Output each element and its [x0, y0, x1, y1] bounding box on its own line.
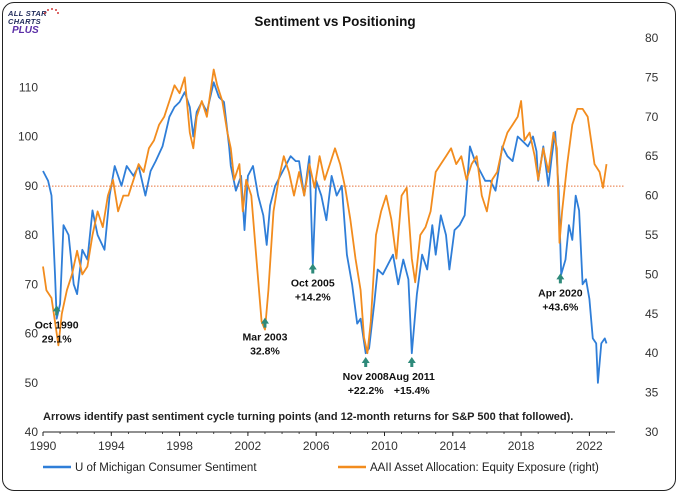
annotation-label: +15.4% [394, 385, 431, 397]
logo-dots-icon [44, 8, 59, 14]
turning-point-annotation: Nov 2008 +22.2% [343, 357, 389, 397]
y-right-tick-label: 30 [645, 425, 659, 439]
annotation-label: Apr 2020 [538, 287, 583, 299]
y-right-tick-label: 55 [645, 228, 659, 242]
x-tick-label: 1994 [98, 439, 125, 453]
x-tick-label: 1998 [166, 439, 193, 453]
annotation-label: Aug 2011 [389, 371, 435, 383]
turning-point-annotation: Apr 2020 +43.6% [538, 273, 583, 313]
annotation-label: +14.2% [295, 291, 332, 303]
x-tick-label: 2014 [439, 439, 466, 453]
y-left-tick-label: 110 [19, 80, 38, 94]
annotation-label: 32.8% [250, 346, 280, 358]
annotation-label: Oct 2005 [291, 277, 335, 289]
annotation-label: Nov 2008 [343, 371, 389, 383]
y-left-tick-label: 60 [25, 327, 39, 341]
y-right-tick-label: 40 [645, 346, 659, 360]
axes-group: 1990 1994 1998 2002 2006 2010 2014 2018 2022 40 50… [18, 31, 659, 453]
legend-label-aaii: AAII Asset Allocation: Equity Exposure (… [370, 462, 599, 474]
up-arrow-icon [407, 357, 416, 368]
turning-point-annotation: Mar 2003 32.8% [242, 317, 288, 358]
chart-frame [2, 2, 676, 491]
series-group [42, 68, 608, 384]
chart-title: Sentiment vs Positioning [254, 14, 415, 29]
y-right-tick-label: 80 [645, 31, 659, 45]
up-arrow-icon [308, 263, 317, 274]
turning-point-annotation: Oct 1990 29.1% [35, 305, 79, 345]
y-left-tick-label: 100 [18, 130, 38, 144]
brand-line-2: CHARTS [8, 17, 41, 26]
annotations-group: Oct 1990 29.1% Mar 2003 32.8% Oct 2005 +14.2%… [35, 263, 583, 397]
annotation-label: Mar 2003 [242, 332, 287, 344]
y-right-tick-label: 45 [645, 307, 659, 321]
x-tick-label: 1990 [30, 439, 57, 453]
y-right-tick-label: 35 [645, 386, 659, 400]
y-right-tick-label: 60 [645, 189, 659, 203]
footnote: Arrows identify past sentiment cycle tur… [43, 411, 573, 423]
y-left-tick-label: 90 [25, 179, 39, 193]
x-tick-label: 2018 [508, 439, 535, 453]
up-arrow-icon [52, 305, 61, 316]
legend: U of Michigan Consumer Sentiment AAII As… [43, 462, 599, 474]
x-tick-label: 2002 [235, 439, 262, 453]
up-arrow-icon [361, 357, 370, 368]
y-left-tick-label: 80 [25, 228, 39, 242]
y-right-tick-label: 70 [645, 110, 659, 124]
x-tick-label: 2006 [303, 439, 330, 453]
x-tick-label: 2010 [371, 439, 398, 453]
turning-point-annotation: Aug 2011 +15.4% [389, 357, 435, 397]
annotation-label: +22.2% [348, 385, 385, 397]
annotation-label: 29.1% [42, 333, 72, 345]
turning-point-annotation: Oct 2005 +14.2% [291, 263, 335, 303]
y-left-tick-label: 70 [25, 277, 39, 291]
legend-label-sentiment: U of Michigan Consumer Sentiment [75, 462, 257, 474]
brand-line-1: ALL STAR [8, 9, 47, 18]
series-sentiment-line [42, 81, 608, 384]
y-right-tick-label: 75 [645, 70, 659, 84]
y-right-tick-label: 65 [645, 149, 659, 163]
annotation-label: +43.6% [542, 301, 579, 313]
y-left-tick-label: 40 [25, 425, 39, 439]
y-left-tick-label: 50 [25, 376, 39, 390]
up-arrow-icon [556, 273, 565, 284]
brand-line-3: PLUS [12, 25, 39, 36]
x-tick-label: 2022 [576, 439, 603, 453]
series-aaii-line [42, 68, 608, 355]
brand-logo: ALL STAR CHARTS PLUS [8, 8, 60, 40]
up-arrow-icon [260, 317, 269, 328]
annotation-label: Oct 1990 [35, 319, 79, 331]
y-right-tick-label: 50 [645, 267, 659, 281]
